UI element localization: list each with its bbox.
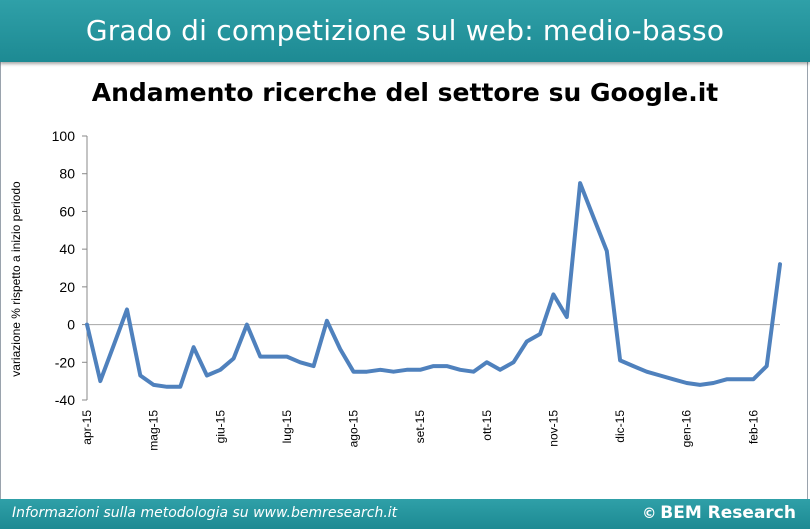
x-tick-label: lug-15 bbox=[280, 410, 294, 444]
brand-label: © BEM Research bbox=[642, 503, 796, 523]
footer-banner: Informazioni sulla metodologia su www.be… bbox=[0, 499, 810, 529]
x-tick-label: mag-15 bbox=[147, 410, 161, 451]
y-tick-label: 0 bbox=[67, 317, 75, 333]
y-tick-label: -40 bbox=[55, 392, 75, 408]
x-tick-label: ago-15 bbox=[347, 410, 361, 448]
x-tick-label: giu-15 bbox=[213, 410, 227, 444]
series-line bbox=[85, 181, 782, 389]
x-tick-label: apr-15 bbox=[80, 410, 94, 445]
y-tick-label: 20 bbox=[59, 279, 75, 295]
copyright-icon: © bbox=[642, 506, 657, 522]
x-tick-label: feb-16 bbox=[746, 410, 760, 444]
methodology-link[interactable]: Informazioni sulla metodologia su www.be… bbox=[12, 505, 398, 521]
header-title: Grado di competizione sul web: medio-bas… bbox=[85, 14, 725, 47]
y-tick-label: 80 bbox=[59, 166, 75, 182]
y-tick-label: 60 bbox=[59, 203, 75, 219]
x-tick-label: set-15 bbox=[413, 410, 427, 444]
brand-name: BEM Research bbox=[660, 503, 796, 523]
y-tick-label: 40 bbox=[59, 241, 75, 257]
chart-title: Andamento ricerche del settore su Google… bbox=[91, 78, 719, 107]
x-tick-label: nov-15 bbox=[546, 410, 560, 447]
header-banner: Grado di competizione sul web: medio-bas… bbox=[0, 0, 810, 62]
x-tick-label: dic-15 bbox=[613, 410, 627, 443]
x-tick-label: gen-16 bbox=[680, 410, 694, 448]
y-tick-label: -20 bbox=[55, 354, 75, 370]
x-tick-label: ott-15 bbox=[480, 410, 494, 441]
y-tick-label: 100 bbox=[52, 128, 76, 144]
